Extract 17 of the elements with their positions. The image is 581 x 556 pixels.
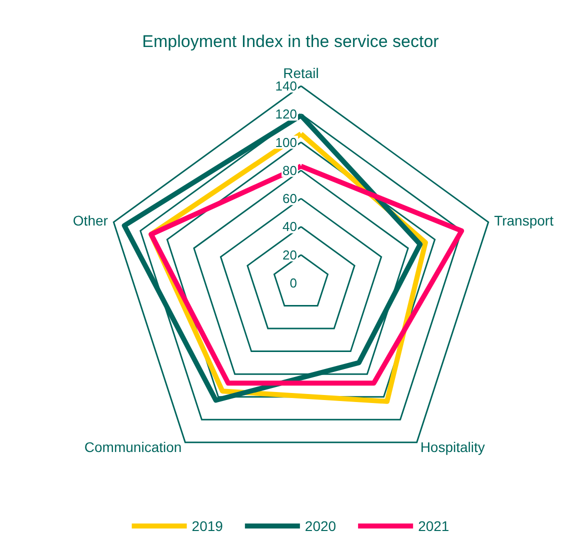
- y-tick-label: 120: [275, 106, 297, 122]
- spoke-label: Transport: [494, 212, 554, 228]
- y-tick-label: 140: [275, 78, 297, 94]
- y-tick-label: 100: [275, 134, 297, 150]
- y-tick-label: 80: [282, 162, 297, 178]
- y-tick-label: 0: [290, 276, 297, 290]
- spoke-label: Retail: [283, 65, 319, 81]
- spoke-label: Communication: [84, 439, 182, 456]
- legend-label: 2019: [192, 518, 224, 534]
- legend-label: 2020: [304, 518, 336, 534]
- legend-label: 2021: [418, 518, 450, 534]
- spoke-label: Hospitality: [420, 439, 485, 456]
- y-tick-label: 60: [282, 191, 297, 206]
- chart-title: Employment Index in the service sector: [142, 32, 440, 51]
- y-tick-label: 40: [282, 219, 297, 234]
- spoke-label: Other: [72, 212, 108, 228]
- y-tick-label: 20: [282, 247, 297, 262]
